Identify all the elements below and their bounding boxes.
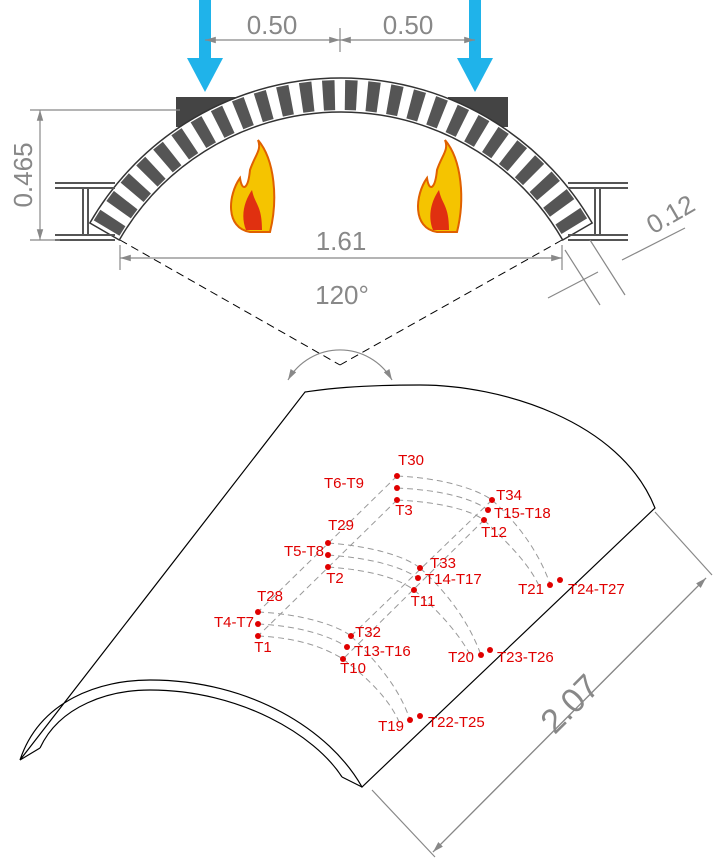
sensor-label: T19: [378, 718, 404, 735]
sensor-label: T34: [496, 487, 522, 504]
flame: [230, 139, 463, 233]
sensor-label: T20: [448, 649, 474, 666]
brick: [543, 189, 575, 217]
dim-label: 0.50: [247, 10, 298, 40]
sensor-dot: [415, 575, 421, 581]
brick: [406, 89, 427, 122]
sector-line: [339, 239, 563, 366]
sensor-dot: [255, 609, 261, 615]
sensor-label: T14-T17: [425, 571, 482, 588]
brick: [365, 81, 381, 113]
sensor-dot: [481, 517, 487, 523]
sensor-dot: [348, 633, 354, 639]
angle-arc: [287, 349, 393, 381]
i-beam: [55, 182, 115, 241]
brick: [426, 96, 448, 129]
sensor-dot: [394, 497, 400, 503]
brick: [153, 141, 182, 173]
cylinder-view: 2.07 T30T6-T9T3T34T15-T18T12T29T5-T8T2T3…: [19, 384, 713, 858]
sensor-dot: [557, 577, 563, 583]
brick: [93, 209, 126, 236]
brick: [482, 126, 509, 159]
sensor-label: T29: [328, 517, 354, 534]
sensor-dot: [478, 652, 484, 658]
sensor-dot: [487, 647, 493, 653]
sensor-label: T5-T8: [284, 543, 324, 560]
sensor-dot: [255, 621, 261, 627]
brick: [344, 80, 358, 111]
sensor-label: T23-T26: [497, 649, 554, 666]
dim-label: 2.07: [533, 667, 607, 741]
brick: [120, 173, 151, 202]
sensor-label: T24-T27: [568, 581, 625, 598]
sensor-label: T2: [326, 570, 344, 587]
sensor-dot: [417, 713, 423, 719]
brick: [106, 190, 138, 219]
sensor-dot: [394, 473, 400, 479]
dim-label: 120°: [315, 280, 369, 310]
dim-label: 1.61: [316, 226, 367, 256]
sensor-label: T6-T9: [324, 475, 364, 492]
brick: [529, 171, 560, 201]
brick: [386, 84, 404, 117]
brick: [321, 80, 336, 111]
sensor-label: T33: [430, 555, 456, 572]
sensor-label: T4-T7: [214, 614, 254, 631]
sensor-label: T22-T25: [428, 714, 485, 731]
dashed-grid: [257, 475, 551, 725]
load-arrows: [187, 0, 493, 92]
bricks: [88, 77, 594, 242]
brick: [555, 207, 588, 234]
brick: [171, 128, 199, 160]
sensor-label: T15-T18: [494, 505, 551, 522]
arch-section: 0.50 0.50 0.465 1.61 0.12 120°: [8, 0, 700, 381]
sensor-dot: [417, 565, 423, 571]
sensor-dot: [325, 552, 331, 558]
sensor-label: T1: [254, 639, 272, 656]
dim-label: 0.12: [641, 189, 700, 240]
sensor-label: T13-T16: [354, 643, 411, 660]
i-beam: [568, 182, 628, 241]
sensor-label: T3: [395, 502, 413, 519]
brick: [190, 116, 216, 148]
sensor-dot: [407, 717, 413, 723]
sensor-dot: [394, 485, 400, 491]
sensor-dot: [325, 564, 331, 570]
sensor-label: T10: [340, 660, 366, 677]
dim-label: 0.465: [8, 142, 38, 207]
sensor-label: T30: [398, 452, 424, 469]
brick: [464, 114, 490, 147]
sensor-label: T32: [355, 624, 381, 641]
sensor-dot: [411, 587, 417, 593]
brick: [276, 84, 294, 117]
sector-line: [119, 239, 341, 366]
sensor-dot: [489, 497, 495, 503]
brick: [445, 104, 470, 137]
sensor-dot: [344, 644, 350, 650]
sensor-label: T11: [411, 593, 436, 610]
dim-label: 0.50: [383, 10, 434, 40]
sensor-label: T21: [518, 581, 544, 598]
brick: [231, 96, 254, 130]
sensor-dot: [485, 507, 491, 513]
sensor-dot: [255, 633, 261, 639]
brick: [498, 140, 528, 172]
brick: [514, 155, 545, 186]
brick: [253, 89, 274, 123]
sensor-label: T12: [481, 524, 507, 541]
sensor-dot: [547, 582, 553, 588]
brick: [210, 105, 235, 138]
brick: [298, 81, 315, 113]
sensor-dot: [340, 656, 346, 662]
sensor-label: T28: [257, 588, 283, 605]
brick: [136, 156, 166, 187]
sensor-dot: [325, 540, 331, 546]
